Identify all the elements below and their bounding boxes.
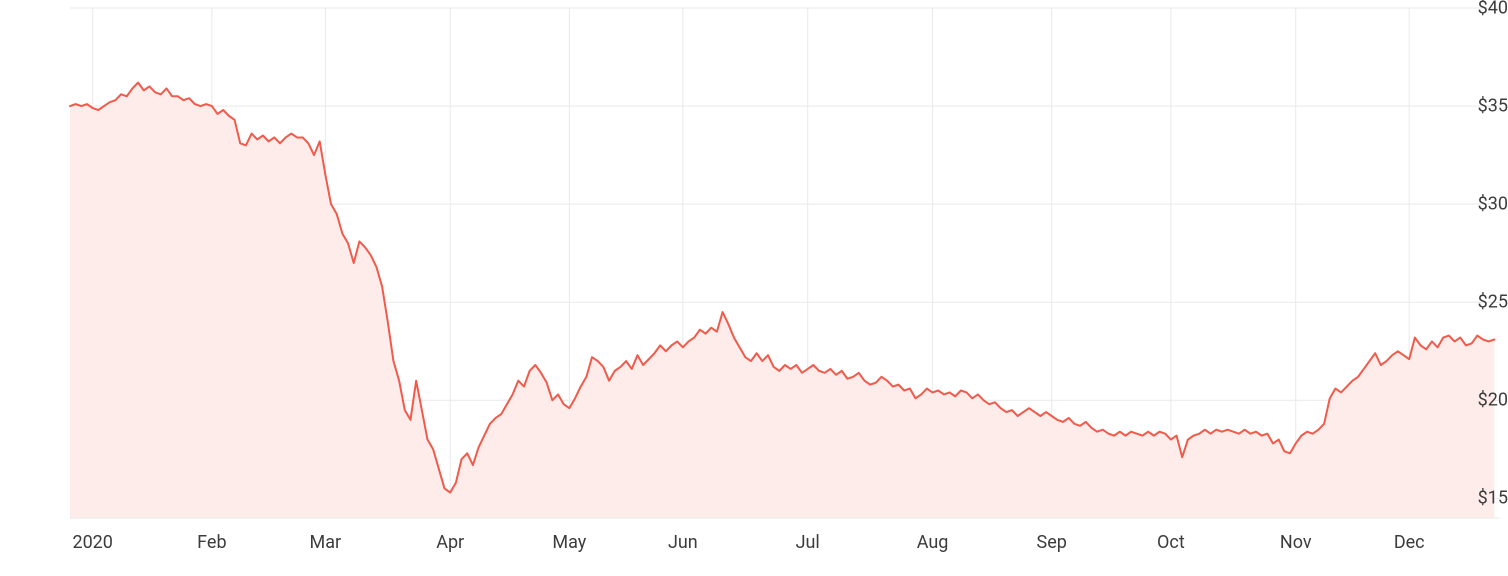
chart-svg — [0, 0, 1508, 576]
price-area-chart: $15$20$25$30$35$40 2020FebMarAprMayJunJu… — [0, 0, 1508, 576]
series-area-fill — [70, 83, 1494, 518]
